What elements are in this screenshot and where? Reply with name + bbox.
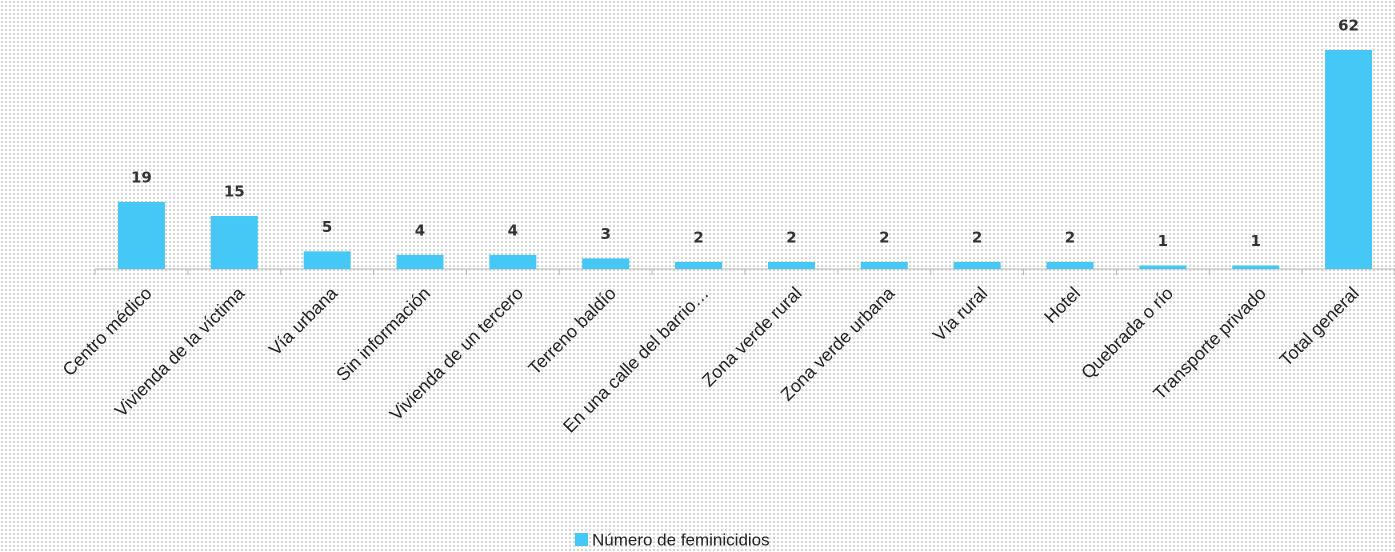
bar	[767, 261, 815, 269]
x-tick-label: Hotel	[1040, 283, 1084, 327]
bar	[303, 251, 351, 269]
legend-label: Número de feminicidios	[592, 530, 770, 549]
bar	[210, 216, 258, 269]
data-label: 2	[693, 228, 703, 246]
bar	[489, 254, 537, 269]
x-tick-label: Vía rural	[929, 283, 991, 345]
bar	[1325, 50, 1373, 269]
x-tick-label: Vía urbana	[265, 282, 342, 359]
data-label: 2	[786, 228, 796, 246]
data-label: 2	[879, 228, 889, 246]
data-label: 2	[1065, 228, 1075, 246]
data-label: 4	[508, 221, 518, 239]
data-label: 4	[415, 221, 425, 239]
data-label: 15	[224, 183, 245, 201]
data-label: 1	[1250, 232, 1260, 250]
data-label: 62	[1338, 17, 1359, 35]
bar	[675, 261, 723, 269]
bar	[117, 201, 165, 269]
data-label: 1	[1158, 232, 1168, 250]
bar	[582, 258, 630, 269]
x-tick-label: Terreno baldío	[524, 283, 620, 379]
legend-swatch	[575, 533, 588, 546]
x-tick-label: Zona verde rural	[698, 283, 806, 391]
x-tick-label: Sin información	[332, 283, 434, 385]
data-label: 19	[131, 168, 152, 186]
data-label: 5	[322, 218, 332, 236]
bar	[1046, 261, 1094, 269]
bar	[1232, 265, 1280, 269]
x-tick-label: Total general	[1276, 283, 1363, 370]
x-tick-label: Quebrada o río	[1077, 283, 1177, 383]
data-label: 3	[600, 225, 610, 243]
data-label: 2	[972, 228, 982, 246]
x-tick-label: Centro médico	[59, 283, 156, 380]
bar	[860, 261, 908, 269]
bar	[396, 254, 444, 269]
bar	[1139, 265, 1187, 269]
bar	[953, 261, 1001, 269]
